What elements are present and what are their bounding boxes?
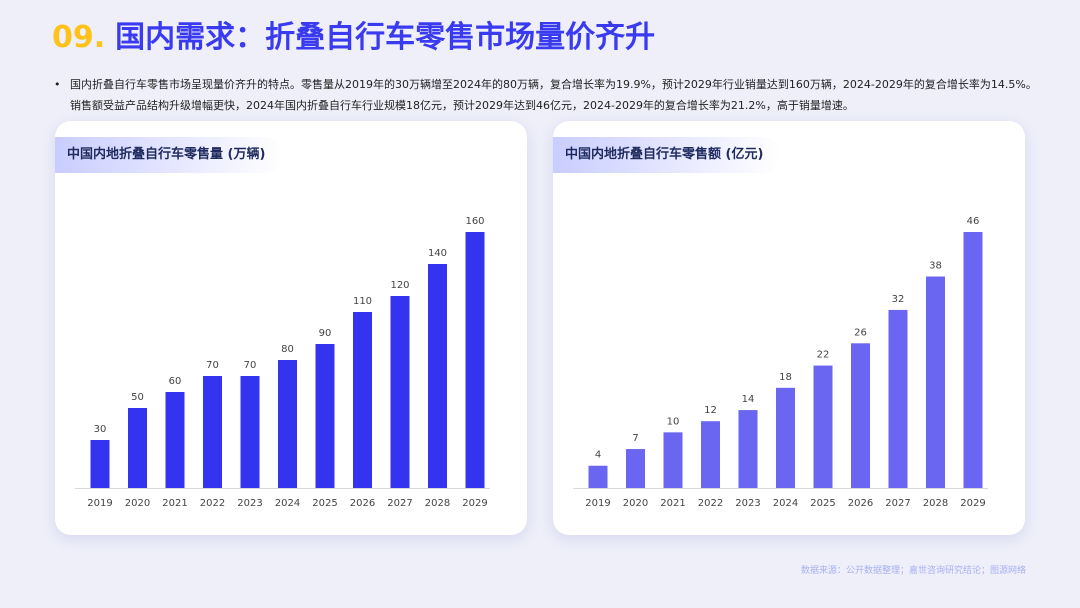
- bar-2021: [165, 392, 185, 488]
- data-label-2025: 22: [817, 350, 830, 361]
- revenue-chart-title: 中国内地折叠自行车零售额 (亿元): [553, 137, 781, 173]
- volume-chart-panel: 中国内地折叠自行车零售量 (万辆) 30 2019 50 2020 60 2021 70 20…: [55, 121, 527, 535]
- x-tick-2025: 2025: [810, 498, 835, 509]
- revenue-chart-panel: 中国内地折叠自行车零售额 (亿元) 4 2019 7 2020 10 2021 12 2022…: [553, 121, 1025, 535]
- data-label-2026: 110: [353, 296, 372, 307]
- bar-2024: [278, 360, 297, 488]
- x-tick-2023: 2023: [237, 498, 262, 509]
- bar-2027: [888, 309, 908, 488]
- bar-2023: [738, 410, 758, 488]
- data-label-2029: 160: [465, 216, 484, 227]
- x-tick-2020: 2020: [125, 498, 150, 509]
- data-label-2019: 4: [595, 450, 601, 461]
- data-label-2027: 32: [892, 294, 905, 305]
- x-tick-2019: 2019: [87, 498, 112, 509]
- x-tick-2023: 2023: [735, 498, 760, 509]
- bullet-marker: •: [54, 78, 61, 91]
- x-tick-2024: 2024: [275, 498, 300, 509]
- summary-line-1: 国内折叠自行车零售市场呈现量价齐升的特点。零售量从2019年的30万辆增至202…: [70, 78, 1037, 91]
- data-label-2024: 18: [779, 372, 792, 383]
- revenue-bar-chart: 4 2019 7 2020 10 2021 12 2022 14 2023 18 2024 22 2025…: [573, 216, 988, 509]
- bar-2021: [663, 432, 683, 488]
- bar-2028: [428, 264, 447, 488]
- x-tick-2019: 2019: [585, 498, 610, 509]
- page-title: 09. 国内需求：折叠自行车零售市场量价齐升: [52, 18, 655, 58]
- x-tick-2022: 2022: [698, 498, 723, 509]
- bar-2025: [813, 365, 833, 488]
- x-tick-2025: 2025: [312, 498, 337, 509]
- x-tick-2024: 2024: [773, 498, 798, 509]
- x-tick-2022: 2022: [200, 498, 225, 509]
- data-source-note: 数据来源：公开数据整理；嘉世咨询研究结论；图源网络: [800, 566, 1026, 576]
- data-label-2024: 80: [281, 344, 294, 355]
- data-label-2028: 38: [929, 261, 942, 272]
- bar-2024: [776, 387, 795, 488]
- section-number: 09.: [52, 20, 106, 55]
- bar-2019: [588, 465, 608, 488]
- x-tick-2028: 2028: [425, 498, 450, 509]
- data-label-2023: 14: [742, 394, 755, 405]
- data-label-2027: 120: [390, 280, 409, 291]
- bar-2029: [963, 232, 983, 488]
- bar-2025: [315, 344, 335, 488]
- bar-2023: [240, 376, 260, 488]
- data-label-2019: 30: [94, 424, 107, 435]
- bar-2028: [926, 276, 945, 488]
- data-label-2029: 46: [967, 216, 980, 227]
- bar-2026: [851, 343, 870, 488]
- x-tick-2029: 2029: [462, 498, 487, 509]
- x-tick-2020: 2020: [623, 498, 648, 509]
- bar-2020: [626, 449, 645, 488]
- bar-2022: [203, 376, 222, 488]
- x-tick-2021: 2021: [660, 498, 685, 509]
- x-tick-2026: 2026: [848, 498, 873, 509]
- summary-paragraph: • 国内折叠自行车零售市场呈现量价齐升的特点。零售量从2019年的30万辆增至2…: [54, 74, 1044, 116]
- data-label-2022: 70: [206, 360, 219, 371]
- bar-2020: [128, 408, 147, 488]
- volume-chart-title: 中国内地折叠自行车零售量 (万辆): [55, 137, 283, 173]
- bar-2022: [701, 421, 720, 488]
- data-label-2023: 70: [244, 360, 257, 371]
- bar-2029: [465, 232, 485, 488]
- data-label-2021: 10: [667, 416, 680, 427]
- volume-bar-chart: 30 2019 50 2020 60 2021 70 2022 70 2023 80 2024 90 20…: [75, 216, 490, 509]
- bar-2027: [390, 296, 410, 488]
- section-title: 国内需求：折叠自行车零售市场量价齐升: [115, 20, 656, 55]
- data-label-2028: 140: [428, 248, 447, 259]
- data-label-2026: 26: [854, 327, 867, 338]
- bar-2019: [90, 440, 110, 488]
- x-tick-2028: 2028: [923, 498, 948, 509]
- data-label-2020: 50: [131, 392, 144, 403]
- data-label-2021: 60: [169, 376, 182, 387]
- x-tick-2021: 2021: [162, 498, 187, 509]
- summary-line-2: 销售额受益产品结构升级增幅更快，2024年国内折叠自行车行业规模18亿元，预计2…: [70, 99, 854, 112]
- x-tick-2026: 2026: [350, 498, 375, 509]
- data-label-2022: 12: [704, 405, 717, 416]
- data-label-2020: 7: [632, 433, 638, 444]
- data-label-2025: 90: [319, 328, 332, 339]
- x-tick-2027: 2027: [387, 498, 412, 509]
- bar-2026: [353, 312, 372, 488]
- x-tick-2027: 2027: [885, 498, 910, 509]
- x-tick-2029: 2029: [960, 498, 985, 509]
